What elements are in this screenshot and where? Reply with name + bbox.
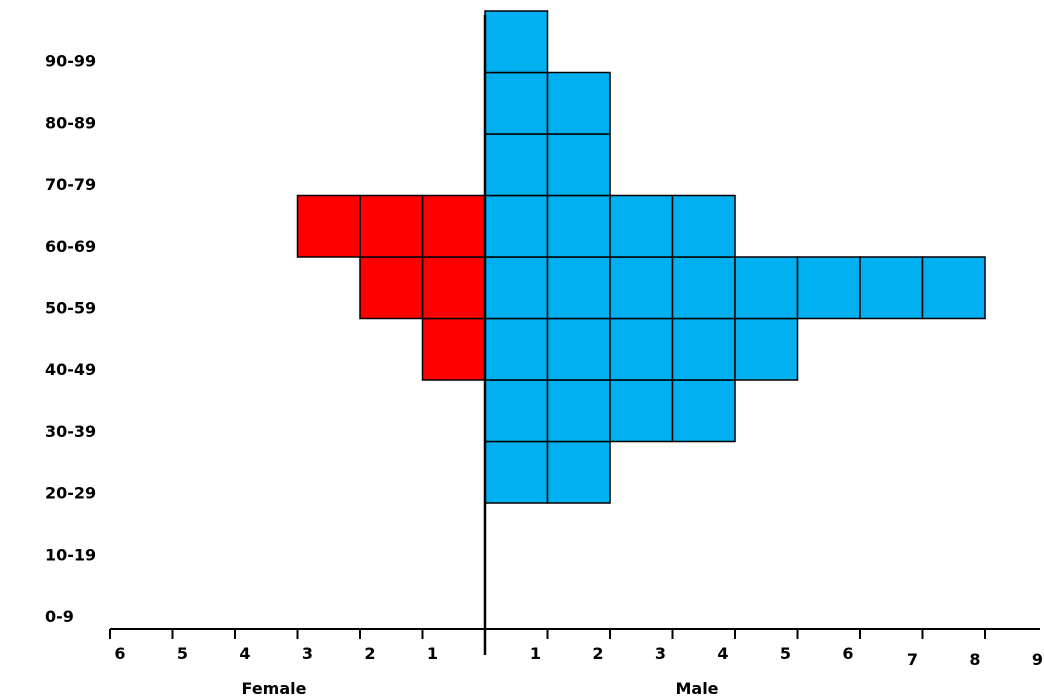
female-tick-label: 1 [427, 644, 438, 663]
female-bar-cell [421, 256, 486, 320]
female-tick-label: 3 [302, 644, 313, 663]
male-bar-cell [609, 256, 674, 320]
male-bar-cell [671, 317, 736, 381]
male-bar-cell [546, 256, 611, 320]
female-bar-cell [421, 317, 486, 381]
category-label: 80-89 [45, 113, 96, 132]
male-bar-cell [671, 379, 736, 443]
male-tick-label: 7 [907, 650, 918, 669]
male-bar-cell [546, 440, 611, 504]
male-bar-cell [546, 71, 611, 135]
male-bar-cell [484, 133, 549, 197]
male-tick-label: 6 [842, 644, 853, 663]
x-axis-title-male: Male [675, 679, 718, 697]
male-bar-cell [734, 317, 799, 381]
male-tick-label: 9 [1032, 650, 1043, 669]
male-bar-cell [484, 379, 549, 443]
category-label: 30-39 [45, 422, 96, 441]
male-bar-cell [546, 194, 611, 258]
male-bar-cell [859, 256, 924, 320]
male-tick-label: 1 [530, 644, 541, 663]
female-tick-label: 6 [114, 644, 125, 663]
male-bar-cell [484, 71, 549, 135]
female-bar-cell [296, 194, 361, 258]
axes-group [109, 15, 1040, 655]
male-bar-cell [484, 256, 549, 320]
female-tick-label: 4 [239, 644, 250, 663]
category-label: 50-59 [45, 299, 96, 318]
male-bar-cell [609, 194, 674, 258]
female-bar-cell [421, 194, 486, 258]
male-bar-cell [546, 133, 611, 197]
male-tick-label: 4 [717, 644, 728, 663]
category-label: 60-69 [45, 237, 96, 256]
category-label: 20-29 [45, 484, 96, 503]
tick-labels: 6 5 4 3 2 1 1 2 3 4 5 6 7 8 9 [114, 644, 1043, 669]
category-label: 0-9 [45, 607, 74, 626]
male-tick-label: 5 [780, 644, 791, 663]
female-tick-label: 5 [177, 644, 188, 663]
male-bar-cell [546, 379, 611, 443]
male-bar-cell [671, 256, 736, 320]
male-bar-cell [609, 317, 674, 381]
male-bar-cell [484, 194, 549, 258]
female-tick-label: 2 [364, 644, 375, 663]
female-bar-cell [359, 256, 424, 320]
male-bar-cell [546, 317, 611, 381]
male-bar-cell [609, 379, 674, 443]
category-label: 90-99 [45, 52, 96, 71]
female-bar-cell [359, 194, 424, 258]
male-bar-cell [796, 256, 861, 320]
category-label: 70-79 [45, 175, 96, 194]
male-tick-label: 8 [969, 650, 980, 669]
male-bar-cell [671, 194, 736, 258]
male-bar-cell [734, 256, 799, 320]
male-bar-cell [484, 10, 549, 74]
male-bar-cell [921, 256, 986, 320]
male-bar-cell [484, 317, 549, 381]
bars-group [296, 10, 986, 504]
male-tick-label: 3 [655, 644, 666, 663]
category-label: 40-49 [45, 360, 96, 379]
male-tick-label: 2 [592, 644, 603, 663]
category-label: 10-19 [45, 545, 96, 564]
x-axis-title-female: Female [242, 679, 307, 697]
category-labels: 0-9 10-19 20-29 30-39 40-49 50-59 60-69 70-79 80… [45, 52, 96, 626]
male-bar-cell [484, 440, 549, 504]
